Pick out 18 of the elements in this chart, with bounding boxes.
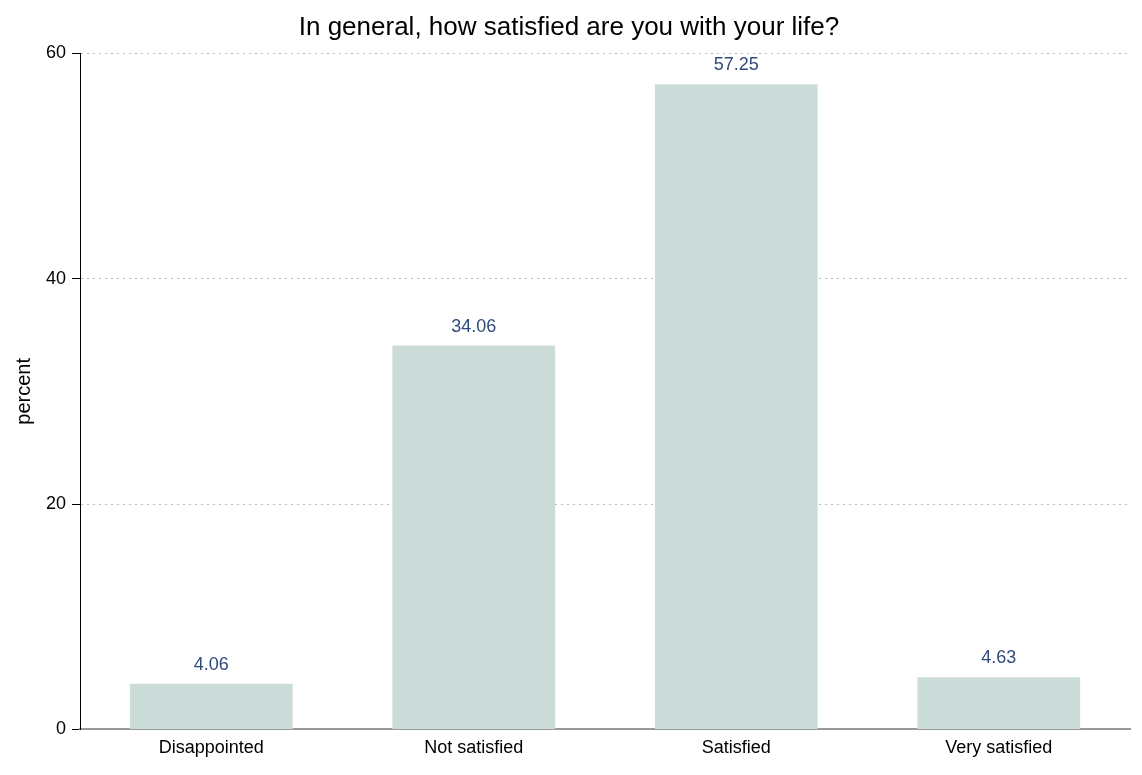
x-tick-label: Not satisfied [424,737,524,758]
x-tick-label: Disappointed [158,737,264,758]
bar [654,84,818,729]
bar [917,677,1081,729]
data-label: 57.25 [713,54,759,75]
bar [392,345,556,729]
y-tick-label: 60 [45,42,67,63]
chart-title: In general, how satisfied are you with your life? [298,10,840,41]
y-tick-label: 0 [56,718,67,739]
data-label: 34.06 [451,315,497,336]
x-tick-label: Very satisfied [945,737,1053,758]
data-label: 4.06 [193,653,229,674]
data-label: 4.63 [981,647,1017,668]
y-axis-title: percent [11,357,34,425]
bar [129,683,293,729]
y-tick-label: 20 [45,492,67,513]
x-tick-label: Satisfied [701,737,771,758]
y-tick-label: 40 [45,267,67,288]
